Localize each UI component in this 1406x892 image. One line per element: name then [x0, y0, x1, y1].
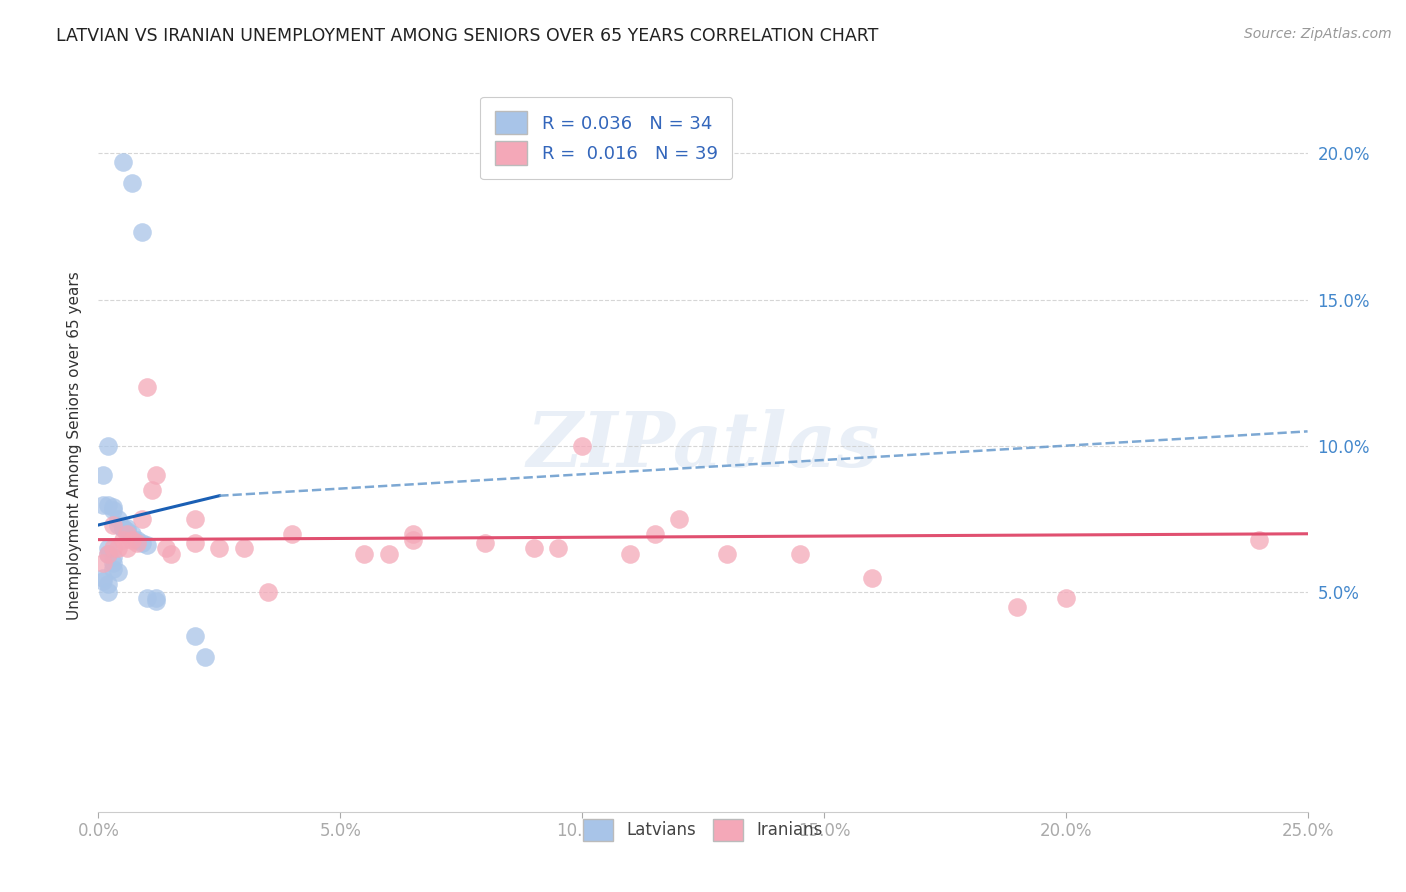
Point — [127, 533, 149, 547]
Point — [474, 535, 496, 549]
Point — [860, 571, 883, 585]
Point — [145, 594, 167, 608]
Point — [1007, 599, 1029, 614]
Point — [155, 541, 177, 556]
Point — [101, 556, 124, 570]
Point — [107, 512, 129, 526]
Point — [135, 380, 157, 394]
Point — [145, 591, 167, 606]
Point — [97, 547, 120, 561]
Point — [107, 518, 129, 533]
Point — [121, 526, 143, 541]
Point — [208, 541, 231, 556]
Point — [111, 521, 134, 535]
Point — [97, 541, 120, 556]
Point — [97, 585, 120, 599]
Point — [716, 547, 738, 561]
Point — [117, 521, 139, 535]
Point — [121, 533, 143, 547]
Point — [1054, 591, 1077, 606]
Point — [184, 535, 207, 549]
Point — [111, 521, 134, 535]
Point — [402, 526, 425, 541]
Point — [91, 556, 114, 570]
Point — [97, 439, 120, 453]
Point — [91, 571, 114, 585]
Point — [121, 176, 143, 190]
Point — [131, 535, 153, 549]
Point — [145, 468, 167, 483]
Point — [194, 649, 217, 664]
Point — [789, 547, 811, 561]
Point — [111, 155, 134, 169]
Point — [117, 541, 139, 556]
Point — [101, 500, 124, 515]
Point — [523, 541, 546, 556]
Point — [184, 629, 207, 643]
Point — [281, 526, 304, 541]
Text: LATVIAN VS IRANIAN UNEMPLOYMENT AMONG SENIORS OVER 65 YEARS CORRELATION CHART: LATVIAN VS IRANIAN UNEMPLOYMENT AMONG SE… — [56, 27, 879, 45]
Text: Source: ZipAtlas.com: Source: ZipAtlas.com — [1244, 27, 1392, 41]
Point — [1249, 533, 1271, 547]
Point — [619, 547, 641, 561]
Point — [141, 483, 163, 497]
Point — [131, 512, 153, 526]
Point — [111, 533, 134, 547]
Point — [117, 524, 139, 538]
Point — [644, 526, 666, 541]
Point — [184, 512, 207, 526]
Point — [101, 550, 124, 565]
Point — [107, 541, 129, 556]
Point — [160, 547, 183, 561]
Point — [402, 533, 425, 547]
Point — [377, 547, 399, 561]
Point — [135, 539, 157, 553]
Point — [547, 541, 569, 556]
Point — [97, 498, 120, 512]
Point — [97, 547, 120, 561]
Point — [91, 574, 114, 588]
Legend: Latvians, Iranians: Latvians, Iranians — [576, 813, 830, 847]
Point — [101, 541, 124, 556]
Point — [91, 498, 114, 512]
Point — [135, 591, 157, 606]
Point — [668, 512, 690, 526]
Point — [107, 565, 129, 579]
Point — [91, 468, 114, 483]
Point — [127, 535, 149, 549]
Point — [131, 226, 153, 240]
Point — [101, 518, 124, 533]
Point — [101, 503, 124, 517]
Y-axis label: Unemployment Among Seniors over 65 years: Unemployment Among Seniors over 65 years — [66, 272, 82, 620]
Point — [101, 562, 124, 576]
Point — [353, 547, 375, 561]
Point — [232, 541, 254, 556]
Text: ZIPatlas: ZIPatlas — [526, 409, 880, 483]
Point — [571, 439, 593, 453]
Point — [97, 576, 120, 591]
Point — [117, 526, 139, 541]
Point — [256, 585, 278, 599]
